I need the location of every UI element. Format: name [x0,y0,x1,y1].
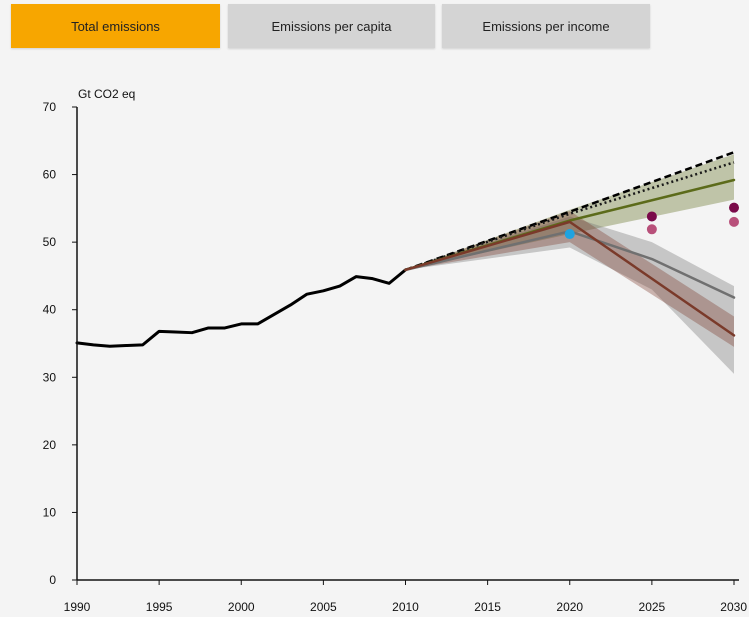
scenario-marker-2 [646,224,657,235]
y-tick-label-70: 70 [43,100,57,114]
y-tick-label-40: 40 [43,303,57,317]
tab-emissions-per-income[interactable]: Emissions per income [442,4,650,48]
uncertainty-bands [405,154,734,374]
y-tick-label-0: 0 [49,573,56,587]
scenario-markers [564,202,739,240]
tab-total-emissions[interactable]: Total emissions [11,4,220,48]
tab-bar: Total emissions Emissions per capita Emi… [0,0,749,60]
y-axis-unit-label: Gt CO2 eq [78,87,135,101]
scenario-marker-0 [564,229,575,240]
y-tick-label-20: 20 [43,438,57,452]
x-tick-label-1995: 1995 [146,600,173,614]
series-line-0 [75,268,407,348]
series-band-3 [405,154,734,270]
x-tick-label-2020: 2020 [556,600,583,614]
series-line-1 [405,151,735,272]
x-tick-label-2005: 2005 [310,600,337,614]
x-tick-label-2030: 2030 [720,600,747,614]
scenario-marker-1 [646,211,657,222]
x-tick-label-1990: 1990 [64,600,91,614]
x-tick-label-2010: 2010 [392,600,419,614]
scenario-marker-4 [729,216,739,227]
x-tick-label-2015: 2015 [474,600,501,614]
x-tick-label-2025: 2025 [639,600,666,614]
y-tick-label-50: 50 [43,235,57,249]
tab-emissions-per-capita[interactable]: Emissions per capita [228,4,435,48]
scenario-marker-3 [729,202,739,213]
y-tick-label-60: 60 [43,168,57,182]
series-line-4 [404,230,736,299]
series-band-4 [405,216,734,374]
x-tick-label-2000: 2000 [228,600,255,614]
y-tick-label-30: 30 [43,370,57,384]
y-tick-label-10: 10 [43,505,57,519]
series-line-5 [404,220,736,337]
series-lines [75,151,736,348]
